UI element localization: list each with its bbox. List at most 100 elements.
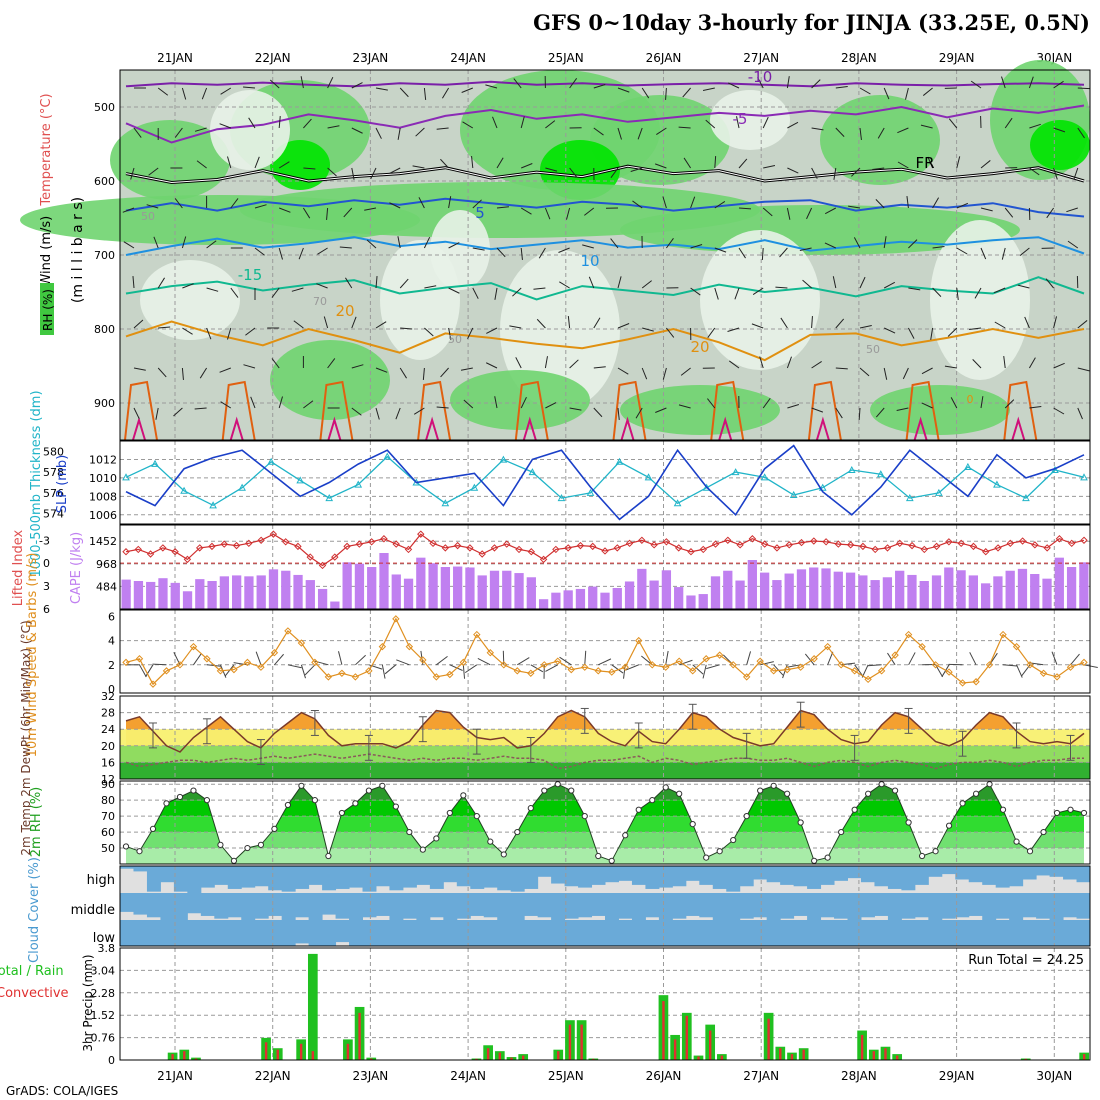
wind-barb [824,207,837,215]
temperature-label: Temperature (°C) [39,93,54,206]
rh-marker [325,852,332,860]
wind-barb [201,87,208,100]
wind-barb [558,247,570,253]
cloud-cell [968,866,983,883]
wind-speed-marker [176,661,184,669]
wind-barb [692,664,704,675]
wind-barb [133,319,144,329]
wind-barb [174,198,183,209]
cloud-cell [389,893,404,920]
wind-barb [1046,207,1055,219]
wind-barb [593,84,606,89]
thickness-marker [905,494,914,502]
rh-marker [284,801,292,809]
wind-speed-marker [189,642,198,651]
wind-speed-marker [662,663,670,671]
cape-bar [268,569,279,609]
cloud-cell [887,866,902,889]
li-marker [932,542,941,551]
wind-speed-marker [635,636,643,645]
cloud-cell [1049,893,1064,920]
cloud-cell [173,866,188,892]
cape-bar [907,574,917,609]
wind-barb [1053,80,1064,89]
wind-barb [598,658,612,666]
wind-barb [617,127,622,140]
cloud-cell [860,866,875,883]
wind-barb [255,651,262,665]
wind-tick: 4 [108,635,115,648]
cloud-cell [712,893,727,920]
precip-convective-label: Convective [0,986,69,1001]
cape-bar [551,592,561,609]
cloud-cell [160,866,175,883]
cloud-cell [941,866,956,875]
cape-bar [931,575,942,609]
rh-marker [392,803,399,810]
cape-bar [428,563,438,609]
thickness-marker [935,488,943,496]
wind-barb [835,407,843,419]
cloud-cell [146,920,161,946]
wind-barb [654,163,667,169]
wind-barb [1003,356,1006,369]
isotherm-hot-spike [815,416,830,441]
wind-speed-marker [985,661,994,669]
cape-bar [453,566,463,609]
wind-barb [233,662,248,666]
li-tick: 6 [43,603,50,616]
cloud-cell [133,893,148,915]
precip-convective-bar [860,1034,864,1060]
wind-barb [559,281,570,289]
rh-marker [149,825,157,832]
wind-tick: 2 [108,659,115,672]
wind-barb [1002,664,1018,667]
rh-marker [217,841,224,848]
wind-barb [300,76,304,89]
cloud-cell [914,920,929,946]
wind-barb [424,327,434,337]
wind-barb [908,239,918,249]
cape-bar [330,601,340,609]
li-line [125,533,1085,567]
wind-barb [278,116,281,129]
wind-barb [278,247,283,260]
wind-barb [656,127,667,135]
cape-bar [895,570,905,609]
precip-convective-bar [1082,1054,1086,1060]
wind-barb [1029,406,1042,409]
temp-tick: 28 [101,707,115,720]
wind-barb [381,664,386,679]
wind-barb [1077,87,1090,90]
thickness-marker [586,488,595,496]
cape-bar [919,581,929,609]
li-marker [269,530,278,538]
wind-barb [245,327,256,336]
wind-barb [980,396,984,409]
thickness-slp-panel: 580 578 576 574 1012 1010 1008 1006 [43,440,1091,525]
wind-barb [1028,357,1036,369]
cloud-cell [699,866,714,885]
wind-barb [993,287,1006,294]
wind-barb [230,287,239,298]
wind-barb [1016,664,1023,678]
cloud-cell [470,866,485,889]
wind-barb [980,207,993,212]
wind-barb [738,207,752,210]
wind-barb [932,287,942,297]
wind-barb [464,664,478,674]
cape-bar [1042,578,1052,609]
wind-barb [642,327,654,332]
cape-bar [538,599,549,609]
wind-barb [422,367,425,380]
wind-barb [395,407,401,420]
top-date-label: 29JAN [939,51,975,65]
wind-barb [303,400,314,409]
li-marker [392,540,400,548]
wind-barb [883,281,896,289]
thickness-marker [876,470,885,478]
svg-text:Wind (m/s) Temperature (: Wind (m/s) Temperature (°C) [39,93,54,286]
cloud-cell [699,893,714,918]
li-marker [785,541,793,549]
